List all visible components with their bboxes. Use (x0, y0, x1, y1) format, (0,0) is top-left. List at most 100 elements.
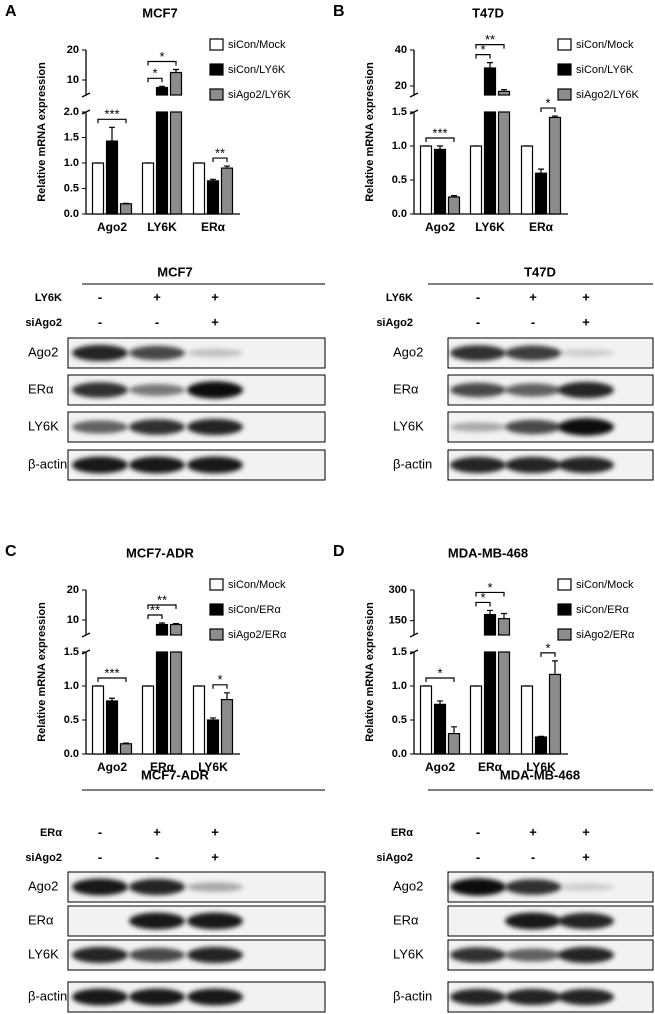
band-label: β-actin (28, 456, 67, 471)
condition-sign: - (98, 289, 102, 304)
band (72, 988, 128, 1006)
band (72, 420, 128, 434)
significance-bracket (475, 601, 491, 607)
bar (534, 736, 548, 755)
bar (483, 651, 497, 755)
bar (141, 685, 155, 755)
western-blot: MCF7 LY6K - + + siAgo2 - - + Ago2 ERα LY6K β-actin (25, 264, 326, 481)
significance-bracket (540, 107, 556, 113)
y-tick-label: 0.5 (64, 182, 79, 194)
band (450, 382, 506, 398)
condition-sign: - (531, 314, 535, 329)
band (558, 946, 614, 964)
condition-sign: - (531, 849, 535, 864)
y-tick-label: 20 (67, 44, 79, 56)
significance-label: ** (485, 32, 495, 47)
error-bar (437, 145, 443, 150)
band-label: ERα (393, 381, 419, 396)
bar (206, 180, 220, 215)
error-bar (451, 195, 457, 197)
panel-label: D (333, 543, 345, 560)
legend-label: siCon/ERα (228, 604, 281, 616)
error-bar (109, 697, 115, 701)
band-label: Ago2 (28, 878, 58, 893)
legend-swatch (209, 38, 224, 51)
band (129, 947, 185, 963)
y-axis-label: Relative mRNA expression (36, 602, 48, 742)
y-tick-label: 0.5 (392, 174, 407, 186)
y-tick-label: 1.0 (392, 140, 407, 152)
bar (192, 162, 206, 215)
bar (483, 111, 497, 215)
band (187, 912, 243, 930)
condition-label: siAgo2 (25, 317, 62, 329)
bar (469, 145, 483, 215)
band (450, 947, 506, 963)
axis-break (81, 92, 91, 98)
significance-bracket (147, 60, 177, 66)
significance-bracket (147, 614, 163, 619)
condition-sign: + (153, 824, 161, 839)
band (450, 988, 506, 1006)
significance-bracket (425, 137, 455, 142)
band (72, 878, 128, 896)
axis-break (409, 92, 419, 98)
condition-sign: - (155, 849, 159, 864)
legend-swatch (209, 628, 224, 641)
bar-upper (155, 623, 169, 636)
bar (169, 111, 183, 215)
condition-sign: + (153, 289, 161, 304)
bar (119, 203, 133, 215)
significance-label: * (480, 590, 485, 605)
bar (119, 743, 133, 755)
condition-sign: - (155, 314, 159, 329)
x-tick-label: LY6K (147, 220, 177, 234)
band (72, 456, 128, 474)
bar (433, 148, 447, 215)
error-bar (109, 126, 115, 142)
error-bar (123, 202, 129, 204)
band (505, 879, 561, 895)
condition-sign: - (98, 314, 102, 329)
y-tick-label: 10 (67, 614, 79, 626)
legend-swatch (557, 628, 572, 641)
band (505, 948, 561, 962)
axis-break (409, 632, 419, 638)
bar (220, 699, 234, 755)
condition-sign: + (211, 289, 219, 304)
significance-label: *** (432, 125, 447, 140)
condition-sign: + (211, 824, 219, 839)
bar (497, 111, 511, 215)
bar (155, 651, 169, 755)
bar (419, 145, 433, 215)
blot-title: T47D (524, 264, 556, 279)
blot-title: MCF7-ADR (141, 767, 209, 782)
band (505, 912, 561, 930)
chart-panel: C MCF7-ADR Relative mRNA expression 0.0 0.5 1… (5, 543, 287, 774)
band (187, 381, 243, 399)
panel-label: A (5, 3, 17, 20)
western-blot: MCF7-ADR ERα - + + siAgo2 - - + Ago2 ERα LY6K β-acti… (25, 767, 326, 1013)
legend-swatch (557, 88, 572, 101)
significance-bracket (97, 118, 127, 124)
significance-bracket (97, 677, 127, 682)
significance-bracket (212, 157, 228, 163)
band (505, 345, 561, 361)
band (505, 419, 561, 435)
bar (155, 111, 169, 215)
band-label: Ago2 (393, 344, 423, 359)
condition-sign: + (211, 849, 219, 864)
y-tick-label: 10 (67, 74, 79, 86)
significance-label: *** (104, 665, 119, 680)
error-bar (501, 612, 507, 619)
legend-label: siCon/LY6K (576, 64, 634, 76)
bar (548, 116, 562, 215)
y-tick-label: 1.5 (64, 131, 79, 143)
legend-swatch (209, 578, 224, 591)
band (72, 382, 128, 398)
condition-label: ERα (391, 827, 413, 839)
error-bar (538, 168, 544, 174)
bar (447, 196, 461, 215)
error-bar (224, 692, 230, 700)
